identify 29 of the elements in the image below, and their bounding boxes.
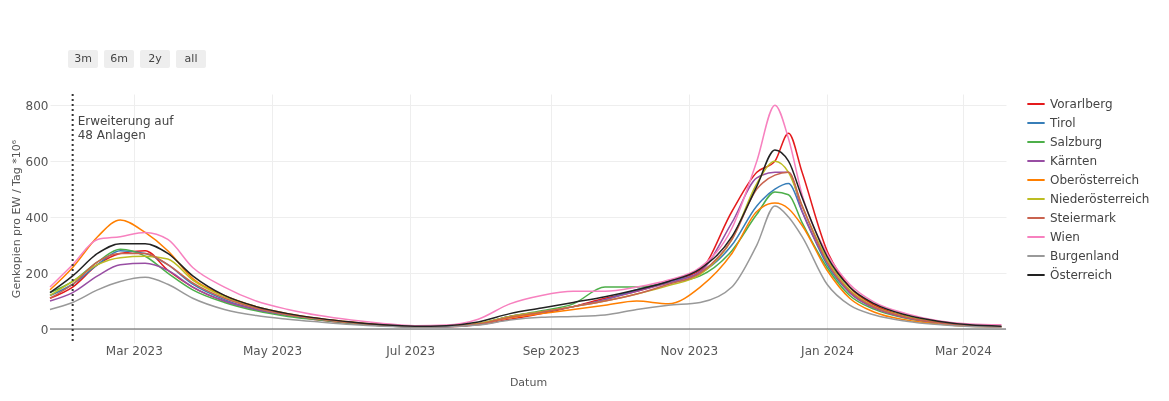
legend-label: Steiermark	[1050, 211, 1117, 225]
x-tick-label: May 2023	[242, 343, 303, 358]
y-tick-label: 600	[25, 154, 49, 169]
y-tick-label: 0	[40, 322, 49, 337]
legend-label: Kärnten	[1050, 154, 1098, 168]
text: 3m	[74, 52, 92, 65]
y-tick-label: 400	[25, 210, 49, 225]
x-tick-label: Nov 2023	[660, 343, 719, 358]
x-tick-label: Sep 2023	[522, 343, 580, 358]
x-tick-label: Jul 2023	[385, 343, 436, 358]
legend-label: Burgenland	[1050, 249, 1120, 263]
legend-label: Oberösterreich	[1050, 173, 1140, 187]
x-tick-label: Jan 2024	[800, 343, 854, 358]
x-axis-title: Datum	[509, 375, 548, 389]
y-axis-title: Genkopien pro EW / Tag *10⁶	[9, 139, 23, 299]
text: 2y	[148, 52, 163, 65]
legend-label: Salzburg	[1050, 135, 1103, 149]
legend-label: Wien	[1050, 230, 1080, 244]
text: all	[184, 52, 198, 65]
legend-label: Österreich	[1050, 266, 1113, 282]
text: 6m	[110, 52, 128, 65]
legend-label: Tirol	[1049, 116, 1076, 130]
x-tick-label: Mar 2023	[105, 343, 163, 358]
ref-line-label: Erweiterung auf 48 Anlagen	[77, 114, 175, 142]
x-tick-label: Mar 2024	[934, 343, 992, 358]
y-tick-label: 800	[25, 98, 49, 113]
legend-label: Vorarlberg	[1050, 97, 1113, 111]
legend-label: Niederösterreich	[1050, 192, 1150, 206]
y-tick-label: 200	[25, 266, 49, 281]
